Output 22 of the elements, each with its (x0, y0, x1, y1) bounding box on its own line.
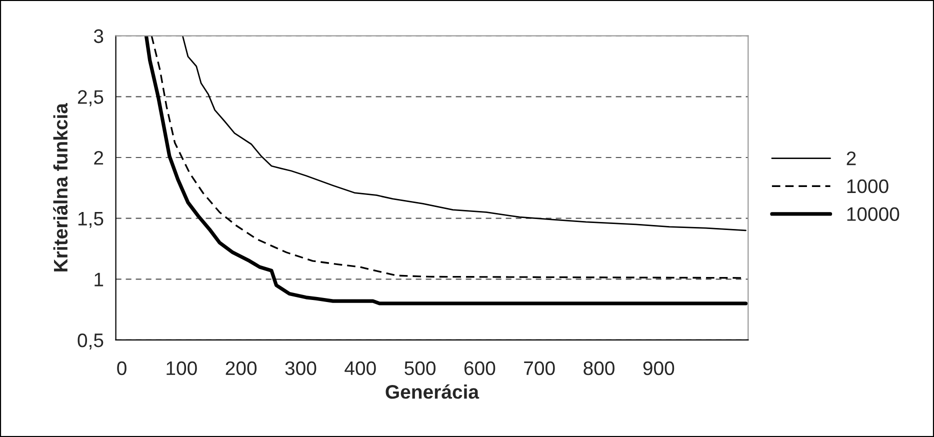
legend-label: 10000 (847, 207, 900, 221)
y-axis-title: Kriteriálna funkcia (53, 102, 68, 272)
y-tick-label: 3 (94, 29, 104, 44)
x-tick-label: 500 (404, 361, 436, 376)
x-tick-label: 300 (285, 361, 316, 376)
y-tick-label: 0,5 (78, 333, 104, 350)
legend-label: 2 (846, 152, 856, 166)
x-tick-label: 400 (344, 361, 376, 376)
x-tick-label: 600 (464, 361, 496, 376)
y-tick-label: 2 (94, 150, 104, 165)
x-tick-label: 800 (584, 361, 614, 376)
y-tick-label: 1,5 (78, 212, 104, 228)
x-tick-label: 200 (226, 361, 257, 376)
x-tick-label: 700 (524, 361, 555, 376)
x-axis-title: Generácia (386, 384, 480, 399)
x-tick-label: 100 (166, 361, 197, 376)
y-tick-label: 1 (94, 272, 104, 286)
legend-label: 1000 (847, 179, 888, 194)
y-tick-label: 2,5 (78, 90, 104, 106)
line-series (182, 36, 746, 232)
x-tick-label: 0 (117, 361, 126, 376)
x-tick-label: 900 (643, 361, 674, 376)
